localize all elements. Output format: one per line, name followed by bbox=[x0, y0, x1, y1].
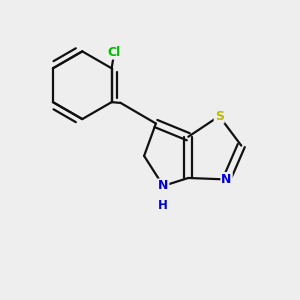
Text: Cl: Cl bbox=[107, 46, 121, 59]
Text: S: S bbox=[215, 110, 224, 123]
Text: N: N bbox=[158, 179, 168, 192]
Text: H: H bbox=[158, 200, 168, 212]
Text: N: N bbox=[221, 173, 232, 186]
